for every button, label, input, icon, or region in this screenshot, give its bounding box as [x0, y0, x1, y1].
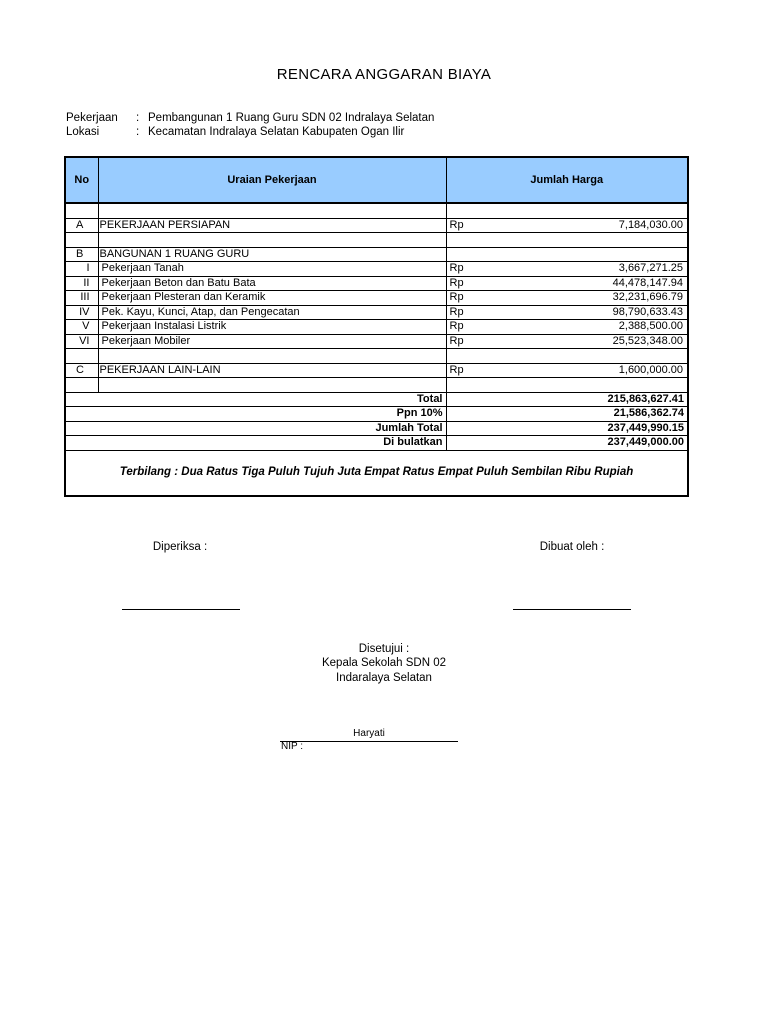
- row-desc: PEKERJAAN PERSIAPAN: [97, 217, 447, 233]
- table-row: II Pekerjaan Beton dan Batu Bata Rp 44,47…: [64, 275, 689, 291]
- row-amount: Rp 7,184,030.00: [445, 217, 689, 233]
- total-value: 215,863,627.41: [445, 391, 689, 407]
- row-desc: Pekerjaan Tanah: [97, 261, 447, 277]
- row-desc: Pekerjaan Instalasi Listrik: [97, 319, 447, 335]
- table-row: V Pekerjaan Instalasi Listrik Rp 2,388,50…: [64, 319, 689, 335]
- row-no: II: [64, 275, 99, 291]
- amount-value: 2,388,500.00: [618, 320, 683, 332]
- row-desc: Pek. Kayu, Kunci, Atap, dan Pengecatan: [97, 304, 447, 320]
- row-no: V: [64, 319, 99, 335]
- currency: Rp: [449, 363, 464, 376]
- row-amount: Rp 98,790,633.43: [445, 304, 689, 320]
- budget-table: No Uraian Pekerjaan Jumlah Harga A PEKER…: [64, 156, 689, 497]
- row-desc: [97, 348, 447, 364]
- row-desc: [97, 202, 447, 219]
- row-no: C: [64, 362, 99, 378]
- row-amount: [445, 246, 689, 262]
- currency: Rp: [449, 291, 464, 304]
- row-no: I: [64, 261, 99, 277]
- currency: Rp: [449, 334, 464, 347]
- header-no: No: [64, 156, 99, 204]
- row-desc: Pekerjaan Plesteran dan Keramik: [97, 290, 447, 306]
- signature-line-dibuat: [513, 609, 631, 610]
- currency: Rp: [449, 262, 464, 275]
- total-label: Ppn 10%: [64, 406, 447, 422]
- row-amount: Rp 3,667,271.25: [445, 261, 689, 277]
- row-no: III: [64, 290, 99, 306]
- header-jumlah: Jumlah Harga: [445, 156, 689, 204]
- row-no: IV: [64, 304, 99, 320]
- table-row: III Pekerjaan Plesteran dan Keramik Rp 32…: [64, 290, 689, 306]
- dibuat-label: Dibuat oleh :: [539, 541, 605, 553]
- amount-value: 7,184,030.00: [618, 218, 683, 231]
- amount-value: 44,478,147.94: [612, 276, 683, 289]
- amount-value: 98,790,633.43: [612, 305, 683, 318]
- row-no: [64, 232, 99, 248]
- row-amount: Rp 1,600,000.00: [445, 362, 689, 378]
- nip-label: NIP :: [281, 741, 304, 752]
- amount-value: 3,667,271.25: [618, 262, 683, 274]
- table-row: [64, 348, 689, 364]
- amount-value: 25,523,348.00: [612, 334, 683, 347]
- row-amount: Rp 2,388,500.00: [445, 319, 689, 335]
- total-row: Total 215,863,627.41: [64, 391, 689, 407]
- row-amount: Rp 25,523,348.00: [445, 333, 689, 349]
- header-uraian: Uraian Pekerjaan: [97, 156, 447, 204]
- currency: Rp: [449, 218, 464, 231]
- total-label: Jumlah Total: [64, 420, 447, 436]
- row-no: [64, 377, 99, 393]
- row-amount: [445, 377, 689, 393]
- jabatan-1: Kepala Sekolah SDN 02: [321, 657, 447, 669]
- total-value: 237,449,000.00: [445, 435, 689, 451]
- total-label: Di bulatkan: [64, 435, 447, 451]
- signature-line-approver: [280, 741, 458, 742]
- table-row: VI Pekerjaan Mobiler Rp 25,523,348.00: [64, 333, 689, 349]
- table-row: C PEKERJAAN LAIN-LAIN Rp 1,600,000.00: [64, 362, 689, 378]
- currency: Rp: [449, 305, 464, 318]
- table-row: [64, 377, 689, 393]
- total-value: 21,586,362.74: [445, 406, 689, 422]
- table-row: IV Pek. Kayu, Kunci, Atap, dan Pengecata…: [64, 304, 689, 320]
- currency: Rp: [449, 276, 464, 289]
- table-row: [64, 202, 689, 219]
- row-amount: [445, 348, 689, 364]
- table-row: B BANGUNAN 1 RUANG GURU: [64, 246, 689, 262]
- signature-line-diperiksa: [122, 609, 240, 610]
- row-no: [64, 202, 99, 219]
- jabatan-2: Indaralaya Selatan: [336, 672, 432, 684]
- disetujui-label: Disetujui :: [358, 643, 410, 655]
- diperiksa-label: Diperiksa :: [152, 541, 208, 553]
- total-row: Jumlah Total 237,449,990.15: [64, 420, 689, 436]
- table-row: [64, 232, 689, 248]
- row-amount: [445, 202, 689, 219]
- row-no: A: [64, 217, 99, 233]
- row-amount: Rp 44,478,147.94: [445, 275, 689, 291]
- total-row: Di bulatkan 237,449,000.00: [64, 435, 689, 451]
- total-row: Ppn 10% 21,586,362.74: [64, 406, 689, 422]
- row-desc: Pekerjaan Beton dan Batu Bata: [97, 275, 447, 291]
- terbilang: Terbilang : Dua Ratus Tiga Puluh Tujuh J…: [64, 449, 689, 496]
- row-no: B: [64, 246, 99, 262]
- signer-name: Haryati: [353, 728, 385, 739]
- row-desc: [97, 232, 447, 248]
- row-no: [64, 348, 99, 364]
- page-title: RENCARA ANGGARAN BIAYA: [276, 66, 492, 83]
- row-desc: PEKERJAAN LAIN-LAIN: [97, 362, 447, 378]
- amount-value: 32,231,696.79: [612, 291, 683, 303]
- row-amount: Rp 32,231,696.79: [445, 290, 689, 306]
- row-desc: BANGUNAN 1 RUANG GURU: [97, 246, 447, 262]
- total-label: Total: [64, 391, 447, 407]
- currency: Rp: [449, 320, 464, 333]
- row-desc: [97, 377, 447, 393]
- total-value: 237,449,990.15: [445, 420, 689, 436]
- table-row: I Pekerjaan Tanah Rp 3,667,271.25: [64, 261, 689, 277]
- row-amount: [445, 232, 689, 248]
- table-row: A PEKERJAAN PERSIAPAN Rp 7,184,030.00: [64, 217, 689, 233]
- row-desc: Pekerjaan Mobiler: [97, 333, 447, 349]
- row-no: VI: [64, 333, 99, 349]
- amount-value: 1,600,000.00: [618, 363, 683, 376]
